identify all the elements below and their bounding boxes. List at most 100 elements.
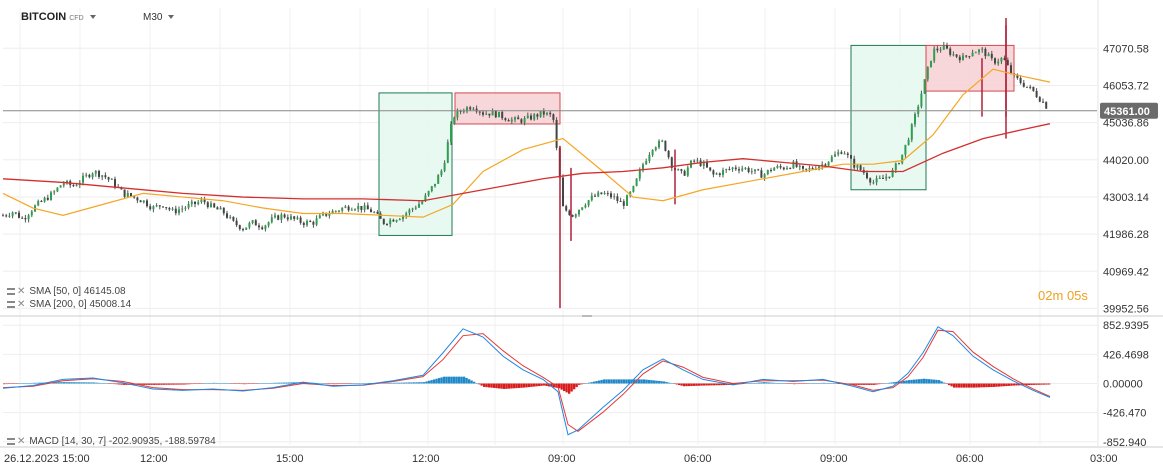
candle-body — [968, 56, 971, 58]
macd-histogram-bar — [508, 383, 511, 389]
macd-histogram-bar — [283, 382, 286, 384]
grid-lines — [0, 0, 1163, 448]
macd-histogram-bar — [950, 383, 953, 387]
macd-histogram-bar — [1018, 383, 1021, 386]
macd-histogram-bar — [650, 380, 653, 384]
candle-body — [1003, 57, 1006, 61]
macd-histogram-bar — [948, 383, 951, 386]
symbol-selector[interactable]: BITCOIN CFD — [21, 11, 96, 23]
macd-histogram-bar — [155, 383, 158, 385]
red-signal-box — [454, 92, 561, 125]
candle-body — [130, 192, 132, 197]
candle-body — [232, 216, 235, 221]
macd-histogram-bar — [23, 383, 26, 384]
macd-histogram-bar — [193, 383, 196, 384]
candle-body — [427, 191, 430, 196]
macd-histogram-bar — [438, 378, 441, 384]
macd-histogram-bar — [315, 382, 318, 384]
macd-legend[interactable]: ✕ MACD [14, 30, 7] -202.90935, -188.59784 — [7, 436, 216, 447]
macd-histogram-bar — [1033, 383, 1036, 385]
macd-histogram-bar — [230, 383, 233, 384]
macd-histogram-bar — [118, 383, 121, 385]
macd-histogram-bar — [978, 383, 981, 388]
settings-icon[interactable] — [7, 287, 15, 295]
macd-histogram-bar — [153, 383, 156, 385]
macd-histogram-bar — [598, 380, 601, 384]
candle-body — [440, 170, 443, 176]
candle-body — [725, 169, 728, 171]
macd-histogram-bar — [225, 383, 228, 384]
candle-body — [258, 225, 260, 228]
candle-body — [680, 169, 683, 171]
sma50-legend[interactable]: ✕ SMA [50, 0] 46145.08 — [7, 286, 126, 297]
candle-body — [514, 117, 516, 120]
macd-histogram-bar — [345, 383, 348, 384]
macd-histogram-bar — [1038, 383, 1041, 385]
macd-histogram-bar — [520, 383, 523, 388]
macd-panel: 852.9395 426.4698 0.00000 -426.470 -852.940 — [2, 320, 1149, 449]
macd-histogram-bar — [268, 383, 271, 384]
macd-histogram-bar — [640, 379, 643, 384]
close-icon[interactable]: ✕ — [17, 436, 26, 447]
candle-body — [395, 220, 398, 222]
macd-histogram-bar — [383, 382, 386, 384]
settings-icon[interactable] — [7, 437, 15, 445]
candle-body — [126, 192, 129, 197]
candle-body — [40, 201, 43, 203]
sma200-legend[interactable]: ✕ SMA [200, 0] 45008.14 — [7, 299, 131, 310]
candle-body — [139, 200, 142, 203]
close-icon[interactable]: ✕ — [17, 286, 26, 297]
macd-histogram-bar — [240, 383, 243, 385]
macd-histogram-bar — [830, 383, 833, 384]
sma-lines — [2, 68, 1097, 218]
current-price-label: 45361.00 — [1104, 106, 1150, 118]
macd-histogram-bar — [518, 383, 521, 388]
macd-histogram-bar — [705, 383, 708, 386]
candle-body — [456, 110, 459, 118]
candle-body — [290, 216, 292, 220]
macd-histogram-bar — [260, 383, 263, 384]
macd-histogram-bar — [938, 380, 941, 384]
macd-histogram-bar — [63, 382, 66, 384]
candle-body — [414, 207, 417, 209]
candle-body — [533, 114, 536, 120]
candle-body — [123, 189, 126, 197]
macd-histogram-bar — [198, 383, 201, 384]
candle-body — [728, 169, 731, 171]
macd-histogram-bar — [803, 383, 806, 384]
macd-histogram-bar — [468, 379, 471, 384]
macd-histogram-bar — [3, 383, 6, 385]
macd-histogram-bar — [235, 383, 238, 384]
candle-body — [702, 162, 705, 166]
macd-histogram-bar — [428, 380, 431, 384]
macd-histogram-bar — [608, 379, 611, 384]
candle-body — [830, 156, 833, 162]
time-tick-label: 15:00 — [276, 453, 304, 465]
macd-histogram-bar — [713, 383, 716, 386]
macd-histogram-bar — [623, 379, 626, 384]
close-icon[interactable]: ✕ — [17, 299, 26, 310]
candle-body — [437, 175, 440, 184]
candle-body — [152, 206, 155, 210]
macd-histogram-bar — [783, 383, 786, 384]
interval-selector[interactable]: M30 — [143, 12, 175, 23]
candle-body — [210, 203, 212, 208]
candle-body — [869, 178, 872, 183]
candle-body — [472, 108, 475, 110]
candle-body — [94, 170, 97, 174]
macd-histogram-bar — [73, 382, 76, 384]
macd-histogram-bar — [663, 381, 666, 384]
settings-icon[interactable] — [7, 300, 15, 308]
macd-histogram-bar — [463, 376, 466, 384]
macd-histogram-bar — [825, 382, 828, 384]
candle-body — [914, 113, 916, 125]
sma200-label: SMA [200, 0] — [29, 299, 87, 310]
candle-body — [101, 175, 104, 177]
macd-histogram-bar — [408, 382, 411, 384]
candle-body — [379, 213, 382, 219]
candle-body — [146, 200, 148, 207]
time-tick-label: 06:00 — [956, 453, 984, 465]
macd-histogram-bar — [273, 382, 276, 384]
candle-body — [421, 201, 424, 204]
